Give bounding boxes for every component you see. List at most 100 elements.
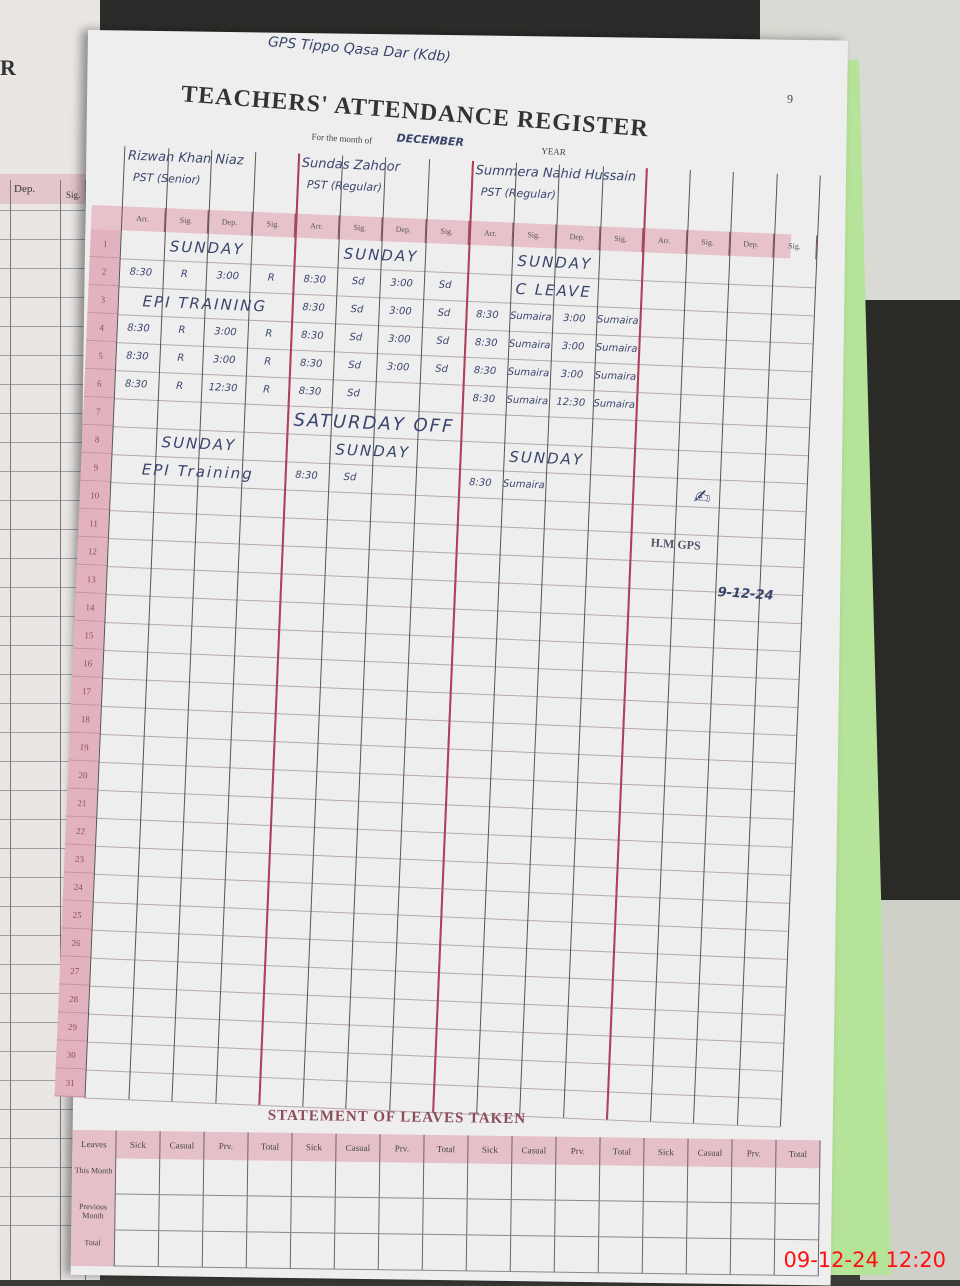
- column-header: Arr.: [120, 206, 166, 233]
- column-header: Sig.: [338, 215, 383, 242]
- column-header: Sig.: [512, 222, 557, 249]
- attendance-cell: 8:30: [127, 322, 150, 335]
- left-dep-label: Dep.: [14, 183, 36, 195]
- leaves-cell: [159, 1195, 204, 1232]
- leaves-cell: [467, 1163, 513, 1201]
- day-number: 23: [63, 844, 96, 874]
- day-number: 5: [85, 340, 117, 371]
- leaves-column-header: Prv.: [204, 1131, 249, 1161]
- attendance-cell: Sumaira: [595, 342, 638, 356]
- day-number: 4: [86, 312, 118, 343]
- teacher-name: Summera Nahid Hussain: [475, 163, 637, 185]
- leaves-cell: [731, 1167, 777, 1204]
- leaves-cell: [114, 1230, 160, 1268]
- left-page-rule: [0, 471, 85, 472]
- attendance-cell: Sd: [346, 387, 361, 400]
- leaves-column-header: Prv.: [732, 1139, 777, 1168]
- column-header: Sig.: [772, 233, 818, 260]
- attendance-cell: Sumaira: [594, 370, 637, 383]
- leaves-cell: [423, 1198, 468, 1236]
- left-page-rule: [0, 355, 85, 356]
- attendance-cell: R: [265, 328, 273, 340]
- year-label: YEAR: [541, 145, 567, 158]
- left-page-rule: [0, 877, 85, 878]
- left-page-rule: [0, 993, 85, 994]
- left-page-column-line: [10, 180, 11, 1280]
- attendance-cell: Sumaira: [506, 394, 549, 408]
- attendance-cell: 3:00: [560, 368, 584, 381]
- left-page-rule: [0, 645, 85, 646]
- left-page-rule: [0, 732, 85, 733]
- month-label: For the month of: [311, 131, 373, 146]
- leaves-cell: [466, 1235, 512, 1273]
- leaves-cell: [687, 1202, 732, 1240]
- left-page-rule: [0, 558, 85, 559]
- attendance-cell: 3:00: [388, 305, 412, 318]
- left-page-rule: [0, 906, 85, 907]
- leaves-cell: [467, 1199, 512, 1237]
- left-page-letter: R: [0, 55, 16, 80]
- leaves-cell: [290, 1232, 336, 1270]
- attendance-cell: Sd: [349, 331, 363, 344]
- day-number: 2: [88, 257, 120, 287]
- leaves-cell: [731, 1203, 776, 1240]
- left-page-rule: [0, 1022, 85, 1023]
- left-page-rule: [0, 297, 85, 298]
- leaves-column-header: Prv.: [380, 1134, 425, 1163]
- attendance-cell: 3:00: [213, 326, 237, 339]
- left-page-rule: [0, 587, 85, 588]
- column-header: Sig.: [251, 211, 296, 238]
- attendance-cell: R: [262, 384, 271, 396]
- leaves-column-header: Total: [600, 1137, 645, 1166]
- column-header: Dep.: [381, 217, 427, 244]
- column-header: Arr.: [468, 220, 514, 247]
- column-header: Sig.: [425, 219, 470, 245]
- leaves-cell: [291, 1160, 337, 1198]
- leaves-row-label: This Month: [71, 1157, 117, 1195]
- day-number: 19: [68, 732, 100, 762]
- left-page-rule: [0, 1225, 85, 1226]
- attendance-cell: Sd: [438, 279, 452, 292]
- leaves-cell: [247, 1196, 292, 1233]
- leaves-cell: [202, 1231, 248, 1269]
- day-number: 3: [87, 284, 119, 315]
- attendance-cell: Sd: [437, 307, 451, 320]
- left-page-rule: [0, 616, 85, 617]
- attendance-cell: Sd: [343, 471, 357, 484]
- left-page-rule: [0, 210, 85, 211]
- left-page-rule: [0, 790, 85, 791]
- attendance-cell: Sd: [434, 363, 449, 376]
- left-page-rule: [0, 529, 85, 530]
- left-page-rule: [0, 819, 85, 820]
- leaves-column-header: Sick: [468, 1135, 513, 1165]
- leaves-column-header: Total: [776, 1139, 821, 1169]
- leaves-column-header: Casual: [160, 1131, 205, 1160]
- leaves-cell: [159, 1159, 205, 1196]
- month-value: DECEMBER: [396, 131, 465, 150]
- attendance-cell: R: [263, 356, 272, 368]
- leaves-cell: [775, 1167, 821, 1205]
- teacher-post: PST (Regular): [306, 178, 383, 195]
- attendance-cell: Sd: [351, 276, 365, 288]
- day-number: 7: [82, 396, 114, 427]
- leaves-cell: [423, 1162, 469, 1200]
- left-page-rule: [0, 964, 85, 965]
- left-page-rule: [0, 1051, 85, 1052]
- left-page-rule: [0, 1080, 85, 1081]
- leaves-column-header: Casual: [688, 1138, 733, 1168]
- attendance-cell: 3:00: [212, 354, 236, 367]
- camera-timestamp: 09-12-24 12:20: [783, 1248, 946, 1272]
- left-page-rule: [0, 442, 85, 443]
- column-header: Sig.: [164, 208, 209, 234]
- day-number: 22: [65, 816, 97, 846]
- leaves-cell: [246, 1232, 292, 1269]
- leaves-cell: [115, 1158, 161, 1196]
- leaves-column-header: Total: [248, 1132, 293, 1161]
- day-number: 14: [74, 592, 106, 622]
- day-number: 1: [89, 229, 121, 259]
- day-number: 27: [59, 956, 91, 986]
- attendance-cell: Sd: [348, 359, 362, 372]
- leaves-cell: [378, 1234, 424, 1271]
- leaves-column-header: Sick: [644, 1137, 689, 1167]
- leaves-cell: [643, 1201, 688, 1239]
